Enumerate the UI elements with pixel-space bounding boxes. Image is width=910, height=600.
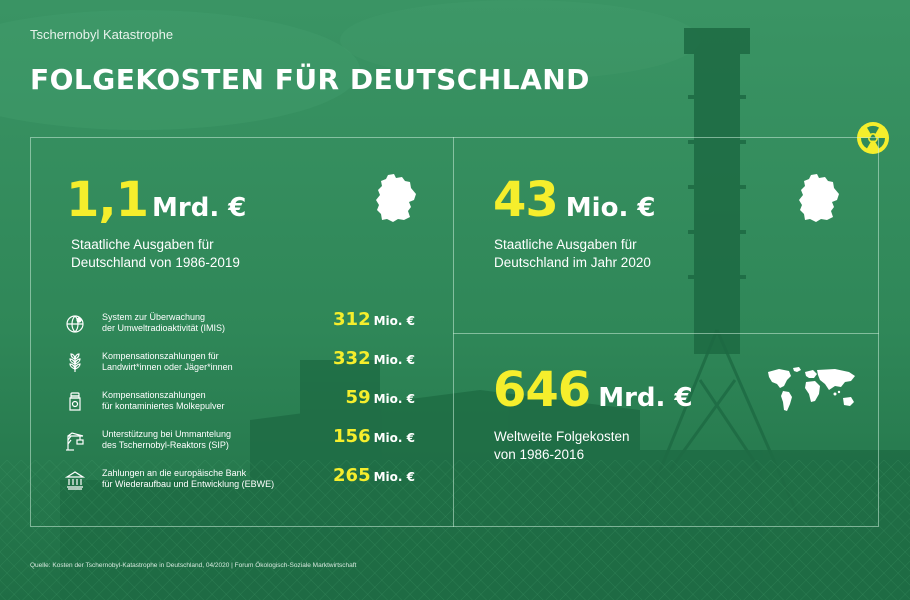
source-note: Quelle: Kosten der Tschernobyl-Katastrop…: [30, 562, 357, 569]
stat-description-line: Deutschland von 1986-2019: [71, 255, 240, 270]
stat-description: Staatliche Ausgaben für Deutschland im J…: [494, 236, 794, 272]
stat-unit: Mrd. €: [152, 193, 247, 223]
cost-item-number: 312: [333, 309, 371, 330]
cost-item-unit: Mio. €: [373, 431, 415, 445]
cost-item-label-line: der Umweltradioaktivität (IMIS): [102, 323, 226, 333]
cost-item-number: 156: [333, 426, 371, 447]
stat-description-line: Staatliche Ausgaben für: [71, 237, 214, 252]
cost-item-label-line: für kontaminiertes Molkepulver: [102, 401, 225, 411]
cost-item-label-line: des Tschernobyl-Reaktors (SIP): [102, 440, 229, 450]
bank-icon: [65, 471, 85, 490]
cost-item-number: 332: [333, 348, 371, 369]
topic-label: Tschernobyl Katastrophe: [30, 27, 174, 42]
cost-item-label: Unterstützung bei Ummantelung des Tscher…: [102, 429, 322, 451]
cost-item-number: 59: [345, 387, 371, 408]
stat-unit: Mio. €: [565, 193, 656, 223]
cost-item-ebrd: Zahlungen an die europäische Bank für Wi…: [65, 465, 415, 500]
cost-item-value: 59 Mio. €: [346, 387, 415, 408]
stat-description: Staatliche Ausgaben für Deutschland von …: [71, 236, 371, 272]
stat-description: Weltweite Folgekosten von 1986-2016: [494, 428, 794, 464]
crane-icon: [66, 432, 84, 451]
cost-item-label-line: Unterstützung bei Ummantelung: [102, 429, 232, 439]
cost-item-value: 265 Mio. €: [333, 465, 415, 486]
cost-item-number: 265: [333, 465, 371, 486]
stat-worldwide: 646 Mrd. €: [493, 362, 693, 418]
content-frame: [30, 137, 879, 527]
cost-item-label-line: für Wiederaufbau und Entwicklung (EBWE): [102, 479, 275, 489]
cost-item-label-line: Landwirt*innen oder Jäger*innen: [102, 362, 233, 372]
germany-map-icon: [376, 174, 416, 222]
cost-item-label: Kompensationszahlungen für kontaminierte…: [102, 390, 322, 412]
cost-item-unit: Mio. €: [373, 353, 415, 367]
globe-monitoring-icon: [66, 315, 84, 333]
cost-item-label: Kompensationszahlungen für Landwirt*inne…: [102, 351, 322, 373]
wheat-icon: [69, 353, 81, 372]
stat-description-line: von 1986-2016: [494, 447, 585, 462]
stat-value: 43: [493, 172, 559, 228]
cost-item-compensation-farmers: Kompensationszahlungen für Landwirt*inne…: [65, 348, 415, 383]
cost-item-label: System zur Überwachung der Umweltradioak…: [102, 312, 322, 334]
stat-description-line: Deutschland im Jahr 2020: [494, 255, 651, 270]
stat-description-line: Weltweite Folgekosten: [494, 429, 630, 444]
milk-jar-icon: [69, 392, 81, 411]
cost-item-imis: System zur Überwachung der Umweltradioak…: [65, 309, 415, 344]
stat-unit: Mrd. €: [598, 383, 693, 413]
divider-vertical: [453, 137, 454, 527]
radiation-hazard-icon: [857, 122, 889, 154]
cost-item-unit: Mio. €: [373, 314, 415, 328]
cost-item-unit: Mio. €: [373, 392, 415, 406]
stat-2020: 43 Mio. €: [493, 172, 655, 228]
cost-item-label-line: Kompensationszahlungen für: [102, 351, 219, 361]
cost-item-label-line: System zur Überwachung: [102, 312, 206, 322]
cost-item-value: 156 Mio. €: [333, 426, 415, 447]
stat-total-1986-2019: 1,1 Mrd. €: [66, 172, 246, 228]
cost-item-label: Zahlungen an die europäische Bank für Wi…: [102, 468, 322, 490]
stat-description-line: Staatliche Ausgaben für: [494, 237, 637, 252]
cost-item-label-line: Kompensationszahlungen: [102, 390, 206, 400]
cost-item-value: 332 Mio. €: [333, 348, 415, 369]
cost-item-unit: Mio. €: [373, 470, 415, 484]
stat-value: 646: [493, 362, 591, 418]
divider-horizontal: [453, 333, 879, 334]
page-title: FOLGEKOSTEN FÜR DEUTSCHLAND: [30, 63, 590, 96]
world-map-icon: [768, 367, 855, 411]
cost-item-value: 312 Mio. €: [333, 309, 415, 330]
stat-value: 1,1: [66, 172, 149, 228]
cost-item-label-line: Zahlungen an die europäische Bank: [102, 468, 247, 478]
germany-map-icon: [799, 174, 839, 222]
cost-item-whey-powder: Kompensationszahlungen für kontaminierte…: [65, 387, 415, 422]
cost-item-reactor-shelter: Unterstützung bei Ummantelung des Tscher…: [65, 426, 415, 461]
